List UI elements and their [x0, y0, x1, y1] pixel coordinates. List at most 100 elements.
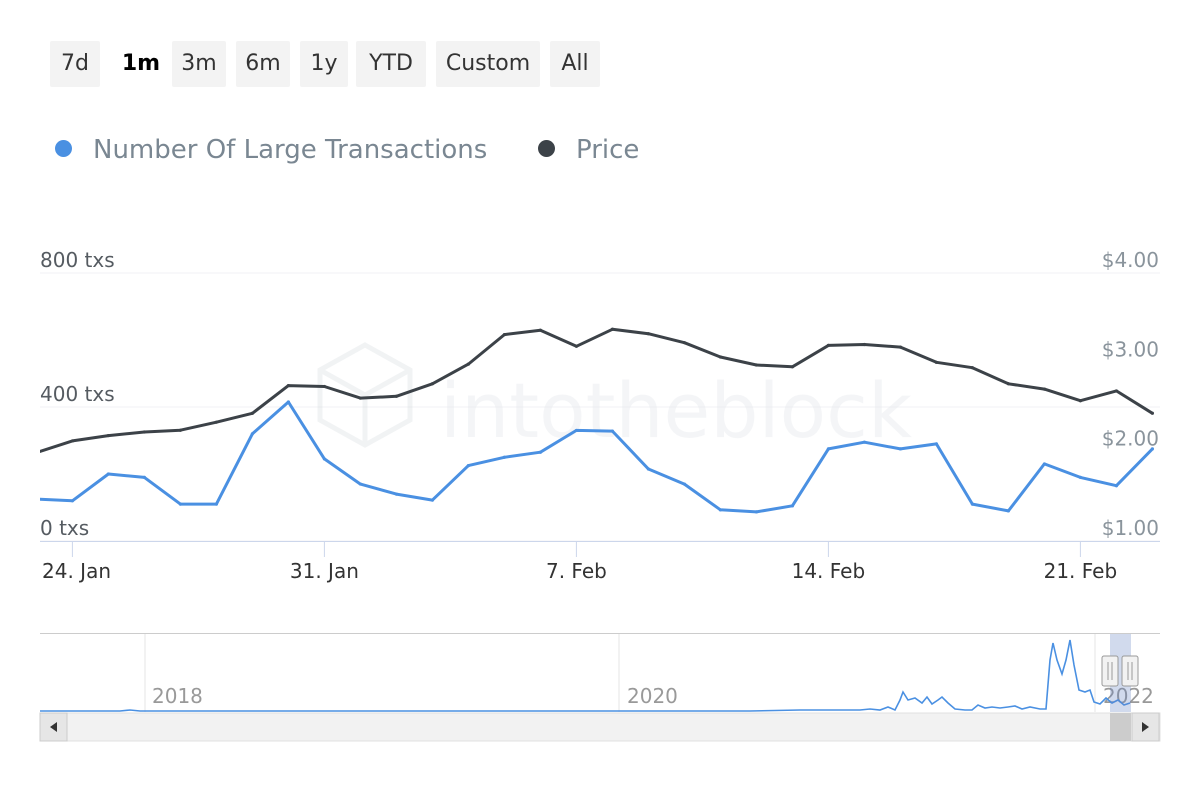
y-right-tick-label: $2.00 — [1102, 427, 1159, 451]
x-axis-tick-label: 7. Feb — [546, 559, 607, 583]
data-point-price — [430, 382, 434, 386]
x-axis-tick-label: 21. Feb — [1044, 559, 1118, 583]
legend-label: Price — [576, 135, 640, 165]
data-point-large-transactions — [1042, 462, 1046, 466]
data-point-large-transactions — [178, 502, 182, 506]
data-point-price — [1078, 399, 1082, 403]
y-right-tick-label: $3.00 — [1102, 337, 1159, 361]
range-button-7d[interactable]: 7d — [50, 41, 100, 87]
y-right-tick-label: $1.00 — [1102, 516, 1159, 540]
data-point-price — [718, 355, 723, 359]
range-button-all[interactable]: All — [550, 41, 600, 87]
data-point-large-transactions — [754, 510, 759, 514]
data-point-large-transactions — [1150, 447, 1154, 451]
y-left-tick-label: 800 txs — [40, 248, 115, 272]
navigator-handle[interactable] — [1121, 655, 1139, 687]
y-right-tick-label: $4.00 — [1102, 248, 1159, 272]
data-point-price — [1006, 382, 1011, 386]
data-point-large-transactions — [250, 432, 254, 436]
data-point-price — [610, 327, 615, 331]
watermark-text: intotheblock — [440, 366, 912, 455]
watermark-logo: intotheblock — [317, 342, 912, 455]
x-axis-tick-label: 31. Jan — [290, 559, 359, 583]
legend-item-price[interactable]: Price — [538, 130, 639, 170]
y-left-tick-label: 400 txs — [40, 382, 115, 406]
legend-marker-icon — [55, 140, 72, 157]
data-point-price — [574, 344, 579, 348]
data-point-large-transactions — [466, 464, 470, 468]
data-point-large-transactions — [610, 429, 615, 433]
data-point-price — [70, 439, 74, 443]
data-point-large-transactions — [286, 400, 290, 404]
data-point-large-transactions — [214, 502, 218, 506]
series-line-price — [40, 327, 1154, 454]
data-point-price — [1150, 411, 1154, 415]
data-point-large-transactions — [790, 504, 795, 508]
watermark-logo-icon — [317, 342, 413, 448]
range-button-3m[interactable]: 3m — [172, 41, 226, 87]
data-point-price — [35, 451, 38, 454]
data-point-large-transactions — [142, 475, 146, 479]
navigator-handle-grip-icon — [1101, 655, 1119, 687]
arrow-left-icon — [50, 722, 57, 732]
navigator-series-line — [40, 639, 1131, 712]
navigator-handle-grip-icon — [1121, 655, 1139, 687]
data-point-price — [106, 433, 110, 438]
data-point-price — [538, 328, 543, 332]
legend-item-large-transactions[interactable]: Number Of Large Transactions — [55, 130, 487, 170]
data-point-price — [286, 383, 290, 388]
data-point-large-transactions — [430, 498, 434, 502]
data-point-price — [358, 396, 362, 400]
arrow-right-icon — [1142, 722, 1149, 732]
data-point-price — [862, 342, 867, 347]
data-point-price — [142, 430, 146, 434]
data-point-price — [790, 365, 795, 369]
data-point-price — [646, 332, 651, 336]
data-point-price — [502, 333, 506, 337]
data-point-large-transactions — [682, 482, 687, 486]
legend-marker-icon — [538, 140, 555, 157]
scrollbar-track — [39, 712, 1161, 742]
data-point-large-transactions — [826, 447, 831, 451]
data-point-price — [178, 428, 182, 432]
navigator-year-label: 2018 — [152, 684, 203, 708]
data-point-large-transactions — [934, 442, 939, 446]
scrollbar-right-button[interactable] — [1131, 712, 1160, 742]
data-point-price — [322, 384, 326, 389]
navigator-series — [40, 639, 1131, 712]
range-button-1y[interactable]: 1y — [300, 41, 348, 87]
data-point-price — [898, 345, 903, 349]
range-button-1m[interactable]: 1m — [121, 51, 161, 76]
data-point-large-transactions — [322, 457, 326, 461]
data-point-large-transactions — [898, 447, 903, 451]
data-point-price — [1042, 387, 1046, 391]
scrollbar-thumb[interactable] — [1110, 713, 1131, 741]
data-point-price — [934, 360, 939, 364]
range-button-custom[interactable]: Custom — [436, 41, 540, 87]
data-point-large-transactions — [862, 440, 867, 444]
data-point-large-transactions — [358, 482, 362, 486]
data-point-large-transactions — [574, 428, 579, 433]
data-point-large-transactions — [35, 498, 38, 501]
range-button-6m[interactable]: 6m — [236, 41, 290, 87]
data-point-large-transactions — [538, 450, 543, 454]
navigator-year-label: 2020 — [627, 684, 678, 708]
data-point-price — [250, 411, 254, 415]
y-left-tick-label: 0 txs — [40, 516, 89, 540]
data-point-large-transactions — [646, 467, 651, 471]
data-point-price — [970, 366, 975, 370]
navigator-handle[interactable] — [1101, 655, 1119, 687]
range-button-ytd[interactable]: YTD — [356, 41, 426, 87]
data-point-large-transactions — [106, 472, 110, 476]
plot-area — [35, 327, 1154, 514]
x-axis-tick-label: 24. Jan — [42, 559, 111, 583]
watermark-logo-icon — [318, 367, 412, 398]
data-point-large-transactions — [394, 492, 398, 496]
scrollbar-left-button[interactable] — [39, 712, 68, 742]
data-point-large-transactions — [1078, 475, 1082, 479]
data-point-price — [826, 343, 831, 347]
legend-label: Number Of Large Transactions — [93, 135, 488, 165]
navigator-scrollbar[interactable] — [39, 712, 1161, 742]
data-point-price — [214, 420, 218, 424]
